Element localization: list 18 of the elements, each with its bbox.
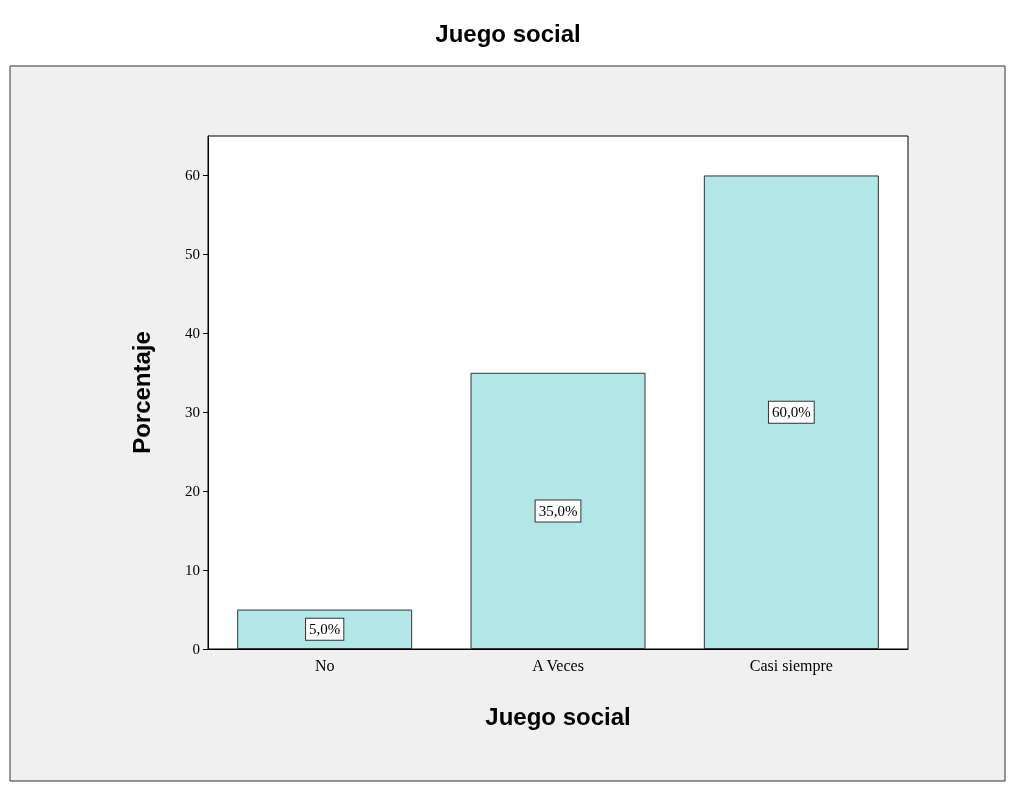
y-tick-label: 30 <box>185 404 200 421</box>
x-tick-label: Casi siempre <box>749 656 833 675</box>
y-tick-label: 40 <box>185 325 200 342</box>
y-tick-label: 0 <box>192 641 200 657</box>
x-tick-label: No <box>314 656 335 674</box>
y-tick-label: 60 <box>185 167 200 184</box>
x-tick-label: A Veces <box>532 656 584 674</box>
bar <box>470 372 646 649</box>
y-tick-label: 50 <box>185 246 200 263</box>
data-label: 60,0% <box>771 404 811 421</box>
y-tick-label: 20 <box>185 483 200 500</box>
data-label: 5,0% <box>309 621 341 638</box>
y-tick-label: 10 <box>185 562 200 579</box>
data-label: 35,0% <box>538 502 578 519</box>
x-axis-title: Juego social <box>485 702 631 730</box>
bar <box>703 175 879 649</box>
chart-title: Juego social <box>435 19 581 47</box>
y-axis-title: Porcentaje <box>127 331 155 454</box>
